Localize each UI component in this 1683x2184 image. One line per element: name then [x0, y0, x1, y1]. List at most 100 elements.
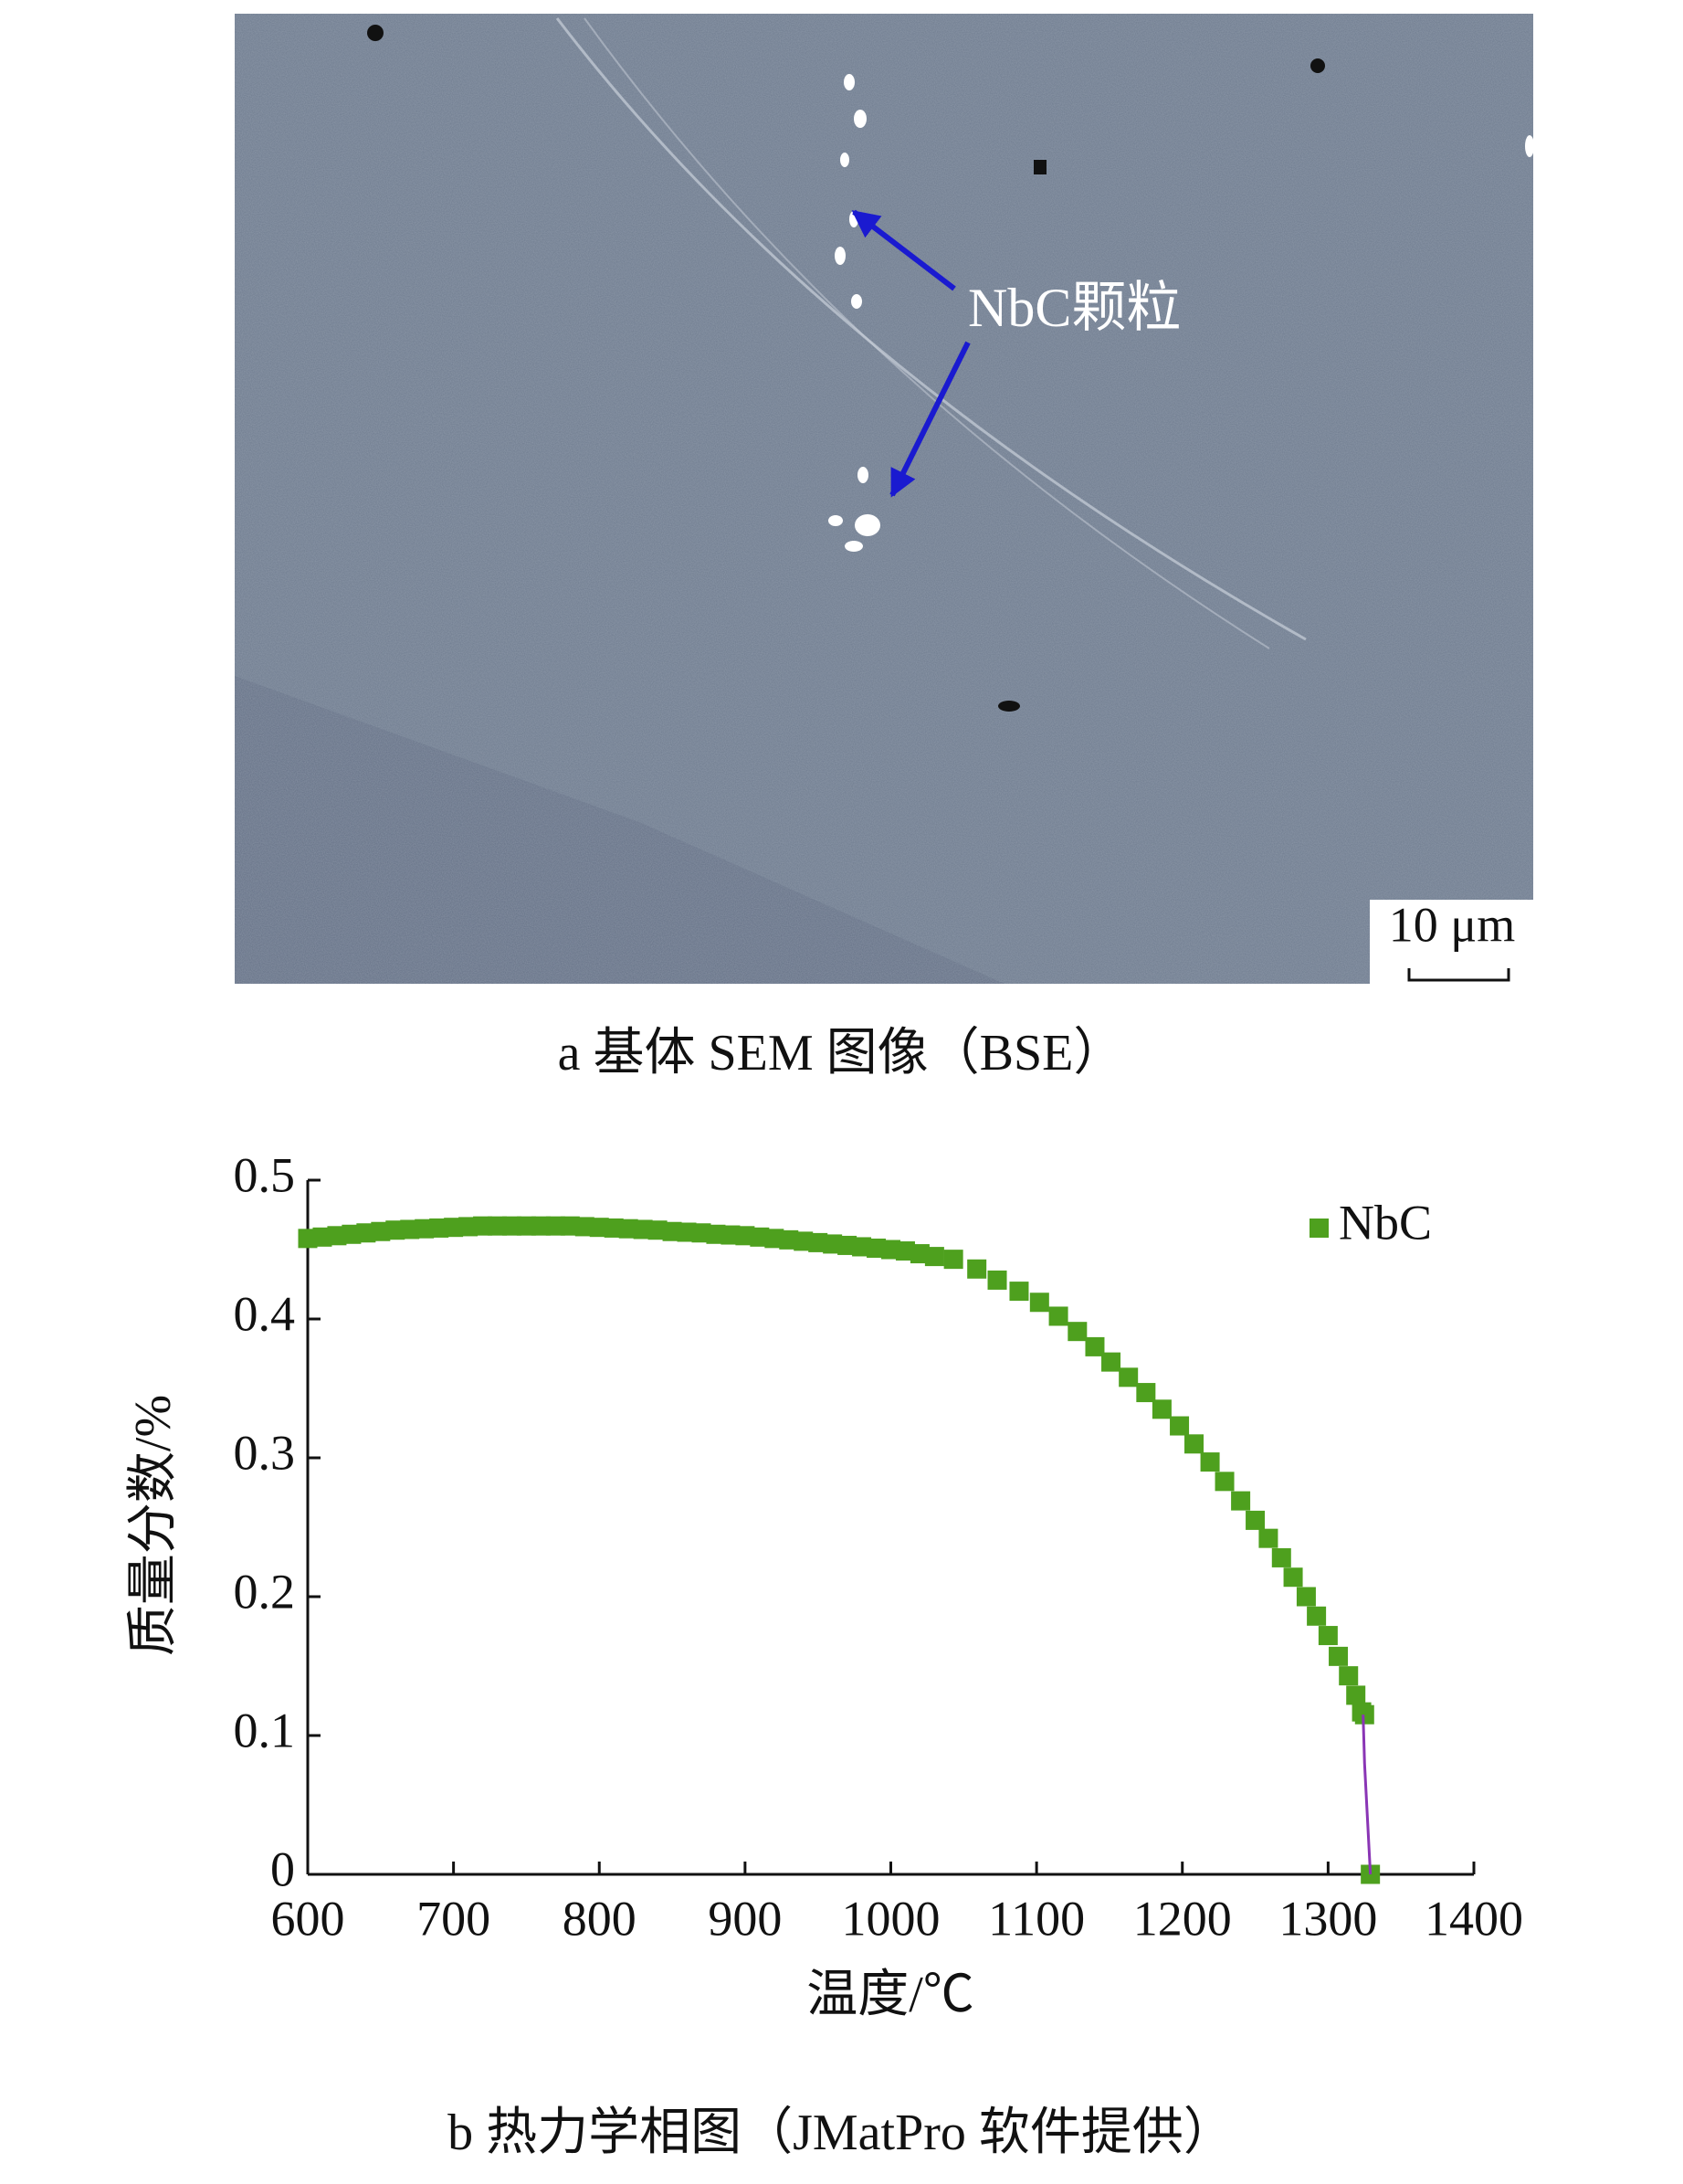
point [764, 1229, 784, 1249]
point [1318, 1626, 1338, 1646]
sem-image: 10 μm NbC颗粒 [235, 14, 1534, 984]
point [298, 1229, 318, 1249]
arrow [851, 209, 956, 291]
point [1068, 1322, 1088, 1342]
point [1101, 1352, 1121, 1372]
point [473, 1216, 493, 1236]
point [706, 1224, 726, 1244]
point [852, 1237, 872, 1257]
point [356, 1223, 376, 1243]
point [1271, 1547, 1291, 1567]
x-tick-label: 900 [708, 1891, 782, 1946]
x-tick-label: 1300 [1278, 1891, 1377, 1946]
annotation: NbC颗粒 [968, 278, 1181, 338]
legend-label: NbC [1339, 1195, 1432, 1250]
point [1029, 1292, 1049, 1313]
point [735, 1226, 755, 1246]
point [618, 1219, 638, 1239]
point [1246, 1510, 1266, 1530]
legend-marker [1310, 1219, 1329, 1238]
point [633, 1219, 653, 1240]
point [429, 1218, 449, 1238]
point [1329, 1646, 1349, 1666]
point [1296, 1587, 1316, 1607]
point [1048, 1306, 1068, 1326]
point [1258, 1528, 1278, 1548]
point [327, 1226, 347, 1246]
point [779, 1229, 799, 1250]
caption: b 热力学相图（JMatPro 软件提供） [447, 2105, 1235, 2161]
point [1307, 1606, 1327, 1626]
point [867, 1238, 887, 1258]
x-tick-label: 1100 [988, 1891, 1085, 1946]
x-axis-label: 温度/℃ [806, 1967, 974, 2023]
point [924, 1247, 944, 1267]
point [488, 1216, 508, 1236]
x-tick-label: 800 [563, 1891, 636, 1946]
point [1231, 1491, 1251, 1511]
x-tick-label: 700 [416, 1891, 490, 1946]
point [444, 1218, 464, 1238]
point [385, 1220, 405, 1240]
point [1339, 1666, 1359, 1686]
point [691, 1223, 711, 1243]
point [750, 1227, 770, 1247]
point [501, 1216, 521, 1236]
point [1170, 1416, 1190, 1436]
point [1085, 1336, 1105, 1356]
point [1136, 1383, 1156, 1403]
point [721, 1225, 741, 1245]
x-tick-label: 1000 [842, 1891, 941, 1946]
point [1200, 1452, 1220, 1472]
point [342, 1224, 362, 1244]
point [531, 1216, 551, 1236]
chart: 0 0.1 0.2 0.3 0.4 0.5 600 700 800 900 1000 1100 1200… [234, 1147, 1524, 1946]
point [589, 1218, 609, 1238]
y-tick-label: 0.2 [234, 1564, 296, 1619]
x-tick-label: 1200 [1133, 1891, 1232, 1946]
point [1009, 1282, 1029, 1302]
scale-bar [1407, 968, 1510, 982]
point [1283, 1567, 1303, 1588]
line [1362, 1714, 1373, 1875]
y-axis-label: 质量分数/% [125, 1395, 182, 1656]
point [312, 1227, 332, 1247]
point [415, 1219, 435, 1239]
x-tick-label: 1400 [1425, 1891, 1523, 1946]
point [967, 1259, 987, 1279]
point [560, 1216, 580, 1236]
point [458, 1217, 479, 1237]
point [1354, 1704, 1374, 1725]
point [881, 1240, 900, 1260]
point [516, 1216, 536, 1236]
point [823, 1234, 843, 1254]
point [943, 1250, 963, 1270]
y-tick-label: 0.3 [234, 1425, 296, 1480]
y-tick-label: 0.1 [234, 1703, 296, 1757]
point [662, 1221, 682, 1241]
point [545, 1216, 565, 1236]
point [1152, 1399, 1172, 1419]
point [371, 1221, 391, 1241]
point [895, 1241, 915, 1261]
point [1184, 1434, 1204, 1454]
point [910, 1244, 930, 1264]
point [574, 1217, 594, 1237]
scale-bar-label: 10 μm [1389, 897, 1515, 952]
y-tick-label: 0.5 [234, 1147, 296, 1202]
point [808, 1232, 828, 1252]
point [604, 1218, 624, 1238]
point [677, 1222, 697, 1242]
point [794, 1231, 814, 1251]
point [647, 1220, 668, 1240]
caption: a 基体 SEM 图像（BSE） [558, 1025, 1125, 1081]
x-tick-label: 600 [271, 1891, 345, 1946]
point [400, 1219, 420, 1240]
point [1215, 1472, 1235, 1492]
point [837, 1235, 857, 1255]
point [987, 1270, 1007, 1290]
y-tick-label: 0.4 [234, 1286, 296, 1341]
arrow [889, 341, 971, 498]
point [1119, 1367, 1139, 1387]
